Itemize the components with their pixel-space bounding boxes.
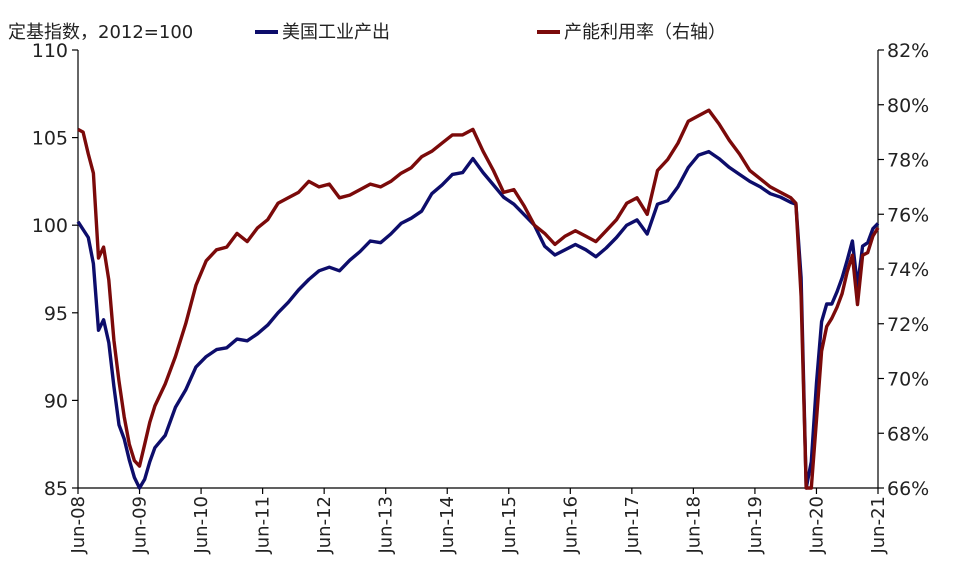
left-y-tick-label: 90 — [44, 390, 68, 412]
left-y-tick-label: 105 — [32, 128, 68, 150]
left-y-tick-label: 85 — [44, 478, 68, 500]
x-ticks: Jun-08 Jun-09 Jun-10 Jun-11 Jun-12 Jun-13 Jun-… — [68, 488, 889, 555]
right-y-tick-label: 72% — [887, 314, 929, 336]
x-tick-label: Jun-10 — [191, 496, 212, 555]
x-tick-label: Jun-20 — [806, 496, 827, 555]
x-tick-label: Jun-13 — [376, 496, 397, 555]
x-tick-label: Jun-11 — [253, 496, 274, 555]
axes — [77, 50, 879, 489]
x-tick-label: Jun-16 — [560, 496, 581, 555]
x-tick-label: Jun-14 — [437, 496, 458, 555]
x-tick-label: Jun-12 — [314, 496, 335, 555]
chart-title: 定基指数，2012=100 — [8, 22, 193, 43]
right-y-tick-label: 68% — [887, 423, 929, 445]
right-y-tick-label: 76% — [887, 204, 929, 226]
left-y-tick-label: 100 — [32, 215, 68, 237]
right-y-tick-label: 66% — [887, 478, 929, 500]
x-tick-label: Jun-08 — [68, 496, 89, 555]
x-tick-label: Jun-19 — [745, 496, 766, 555]
x-tick-label: Jun-21 — [868, 496, 889, 555]
right-y-tick-label: 70% — [887, 369, 929, 391]
left-y-tick-label: 110 — [32, 40, 68, 62]
series-line-industrial-output — [76, 149, 880, 490]
right-y-tick-label: 82% — [887, 40, 929, 62]
x-tick-label: Jun-15 — [499, 496, 520, 555]
x-tick-label: Jun-17 — [622, 496, 643, 555]
right-y-ticks: 66% 68% 70% 72% 74% 76% 78% 80% 82% — [878, 40, 929, 500]
x-tick-label: Jun-18 — [683, 496, 704, 555]
right-y-tick-label: 78% — [887, 150, 929, 172]
left-y-tick-label: 95 — [44, 303, 68, 325]
left-y-ticks: 85 90 95 100 105 110 — [32, 40, 78, 500]
legend-label-industrial-output: 美国工业产出 — [282, 22, 390, 43]
right-y-tick-label: 74% — [887, 259, 929, 281]
legend-label-capacity-utilization: 产能利用率（右轴） — [564, 22, 726, 43]
x-tick-label: Jun-09 — [130, 496, 151, 555]
series-line-capacity-utilization — [77, 108, 880, 490]
legend: 美国工业产出 产能利用率（右轴） — [255, 22, 726, 43]
right-y-tick-label: 80% — [887, 95, 929, 117]
